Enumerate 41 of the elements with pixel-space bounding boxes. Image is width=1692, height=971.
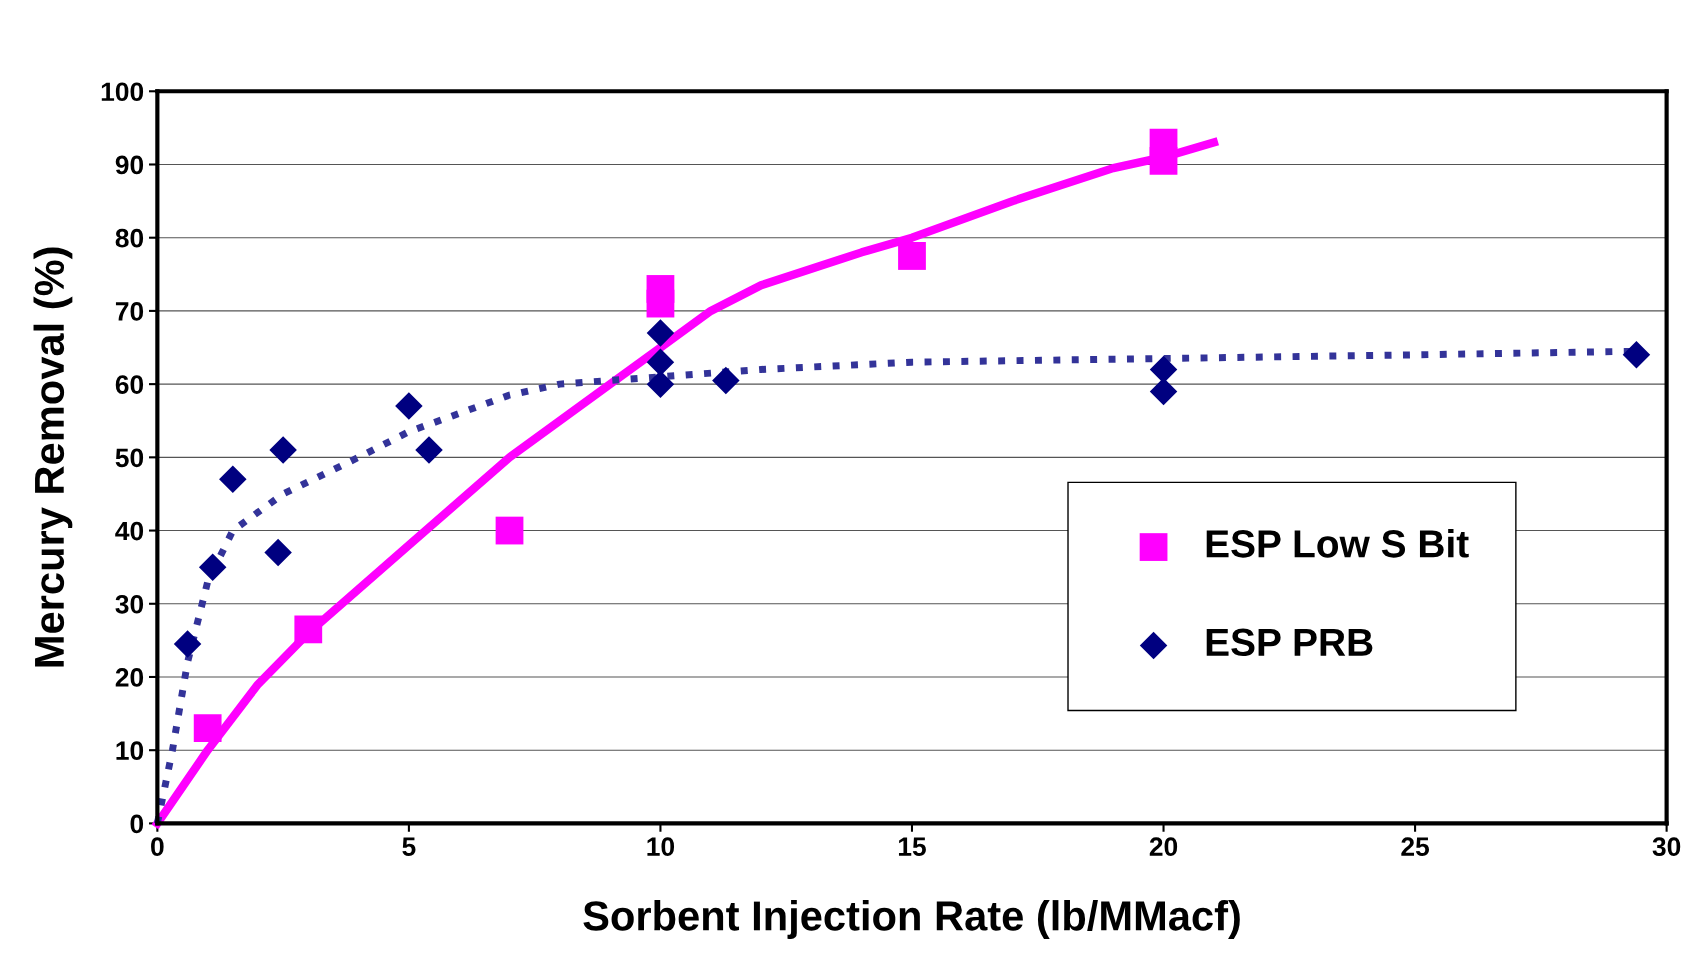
point xyxy=(173,630,202,658)
point xyxy=(415,436,443,464)
y-tick-label: 50 xyxy=(115,448,144,468)
point xyxy=(219,465,247,494)
point xyxy=(1622,341,1651,369)
point xyxy=(712,366,740,395)
y-tick-label: 40 xyxy=(115,521,144,541)
y-tick-label: 80 xyxy=(115,228,144,248)
y-tick-label: 70 xyxy=(115,302,144,321)
point xyxy=(646,289,675,318)
legend-label: ESP Low S Bit xyxy=(1206,529,1469,558)
x-tick-label: 5 xyxy=(402,837,416,856)
point xyxy=(294,615,323,644)
y-tick-label: 90 xyxy=(115,155,144,175)
point xyxy=(269,436,297,464)
x-tick-label: 15 xyxy=(898,837,926,856)
point xyxy=(646,370,675,398)
x-axis-title: Sorbent Injection Rate (lb/MMacf) xyxy=(583,900,1240,939)
x-tick-label: 30 xyxy=(1652,837,1681,857)
point xyxy=(646,319,675,347)
x-tick-label: 20 xyxy=(1149,837,1178,856)
point xyxy=(495,516,524,545)
y-tick-label: 20 xyxy=(115,668,144,687)
y-tick-label: 100 xyxy=(101,82,144,102)
point xyxy=(198,553,227,581)
y-axis-title: Mercury Removal (%) xyxy=(33,247,73,667)
legend-label: ESP PRB xyxy=(1206,628,1373,657)
x-tick-label: 0 xyxy=(151,837,164,856)
point xyxy=(646,348,675,376)
y-tick-label: 10 xyxy=(116,741,144,761)
y-tick-label: 30 xyxy=(115,594,144,614)
x-tick-label: 25 xyxy=(1401,837,1430,856)
point xyxy=(395,392,423,420)
point xyxy=(1149,377,1178,406)
point xyxy=(264,538,292,567)
y-tick-label: 60 xyxy=(115,375,144,394)
point xyxy=(898,242,926,270)
x-tick-label: 10 xyxy=(647,837,675,856)
point xyxy=(193,714,222,743)
point xyxy=(1149,146,1178,175)
y-tick-label: 0 xyxy=(130,814,144,834)
